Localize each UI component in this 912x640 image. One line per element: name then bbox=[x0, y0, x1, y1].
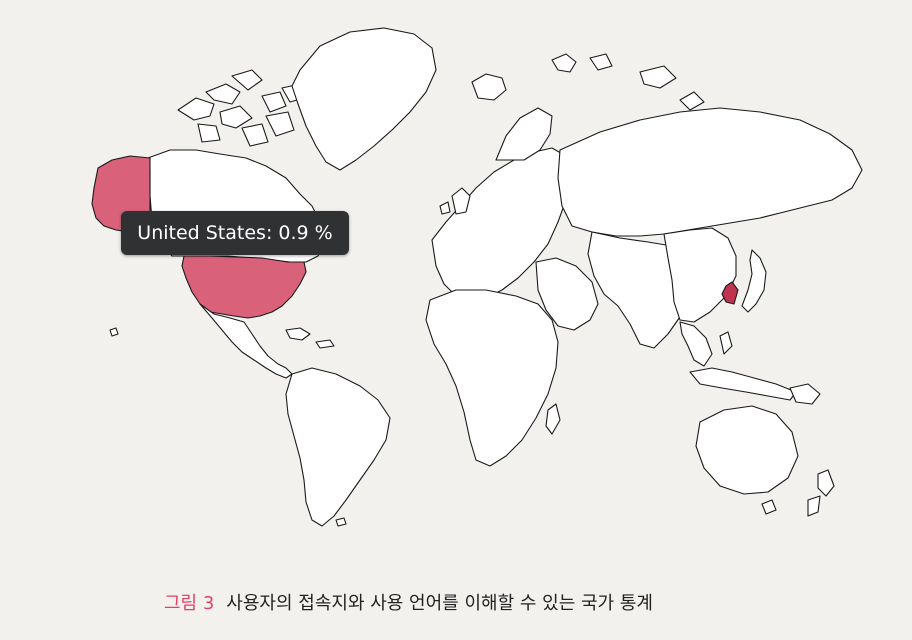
china bbox=[663, 227, 737, 323]
iceland bbox=[471, 73, 507, 101]
southeast-asia bbox=[679, 321, 713, 367]
madagascar bbox=[545, 403, 561, 435]
falkland bbox=[335, 517, 347, 527]
figure-label: 그림 3 bbox=[164, 593, 215, 614]
tooltip-text: United States: 0.9 % bbox=[137, 222, 333, 244]
russia bbox=[557, 107, 863, 237]
greenland bbox=[291, 27, 437, 171]
philippines bbox=[719, 331, 733, 355]
world-map-svg bbox=[91, 27, 863, 527]
british-isles bbox=[439, 187, 471, 215]
australia bbox=[695, 405, 799, 495]
caribbean bbox=[285, 327, 335, 349]
south-korea-highlight bbox=[721, 281, 739, 305]
caption-text: 사용자의 접속지와 사용 언어를 이해할 수 있는 국가 통계 bbox=[226, 593, 653, 614]
new-zealand bbox=[807, 469, 835, 517]
south-america bbox=[285, 367, 391, 527]
map-tooltip: United States: 0.9 % bbox=[121, 211, 349, 255]
figure-caption: 그림 3 사용자의 접속지와 사용 언어를 이해할 수 있는 국가 통계 bbox=[164, 588, 653, 616]
scandinavia bbox=[495, 107, 553, 161]
hawaii bbox=[109, 327, 119, 337]
africa bbox=[425, 289, 559, 467]
world-map: United States: 0.9 % bbox=[91, 27, 863, 527]
usa-highlight bbox=[181, 255, 307, 319]
tasmania bbox=[761, 499, 777, 515]
indonesia bbox=[689, 367, 797, 401]
novaya-zemlya bbox=[639, 65, 705, 111]
middle-east bbox=[535, 257, 599, 331]
svalbard bbox=[551, 53, 613, 73]
japan bbox=[741, 249, 767, 313]
new-guinea bbox=[789, 383, 821, 405]
canadian-arctic-islands bbox=[177, 69, 305, 147]
